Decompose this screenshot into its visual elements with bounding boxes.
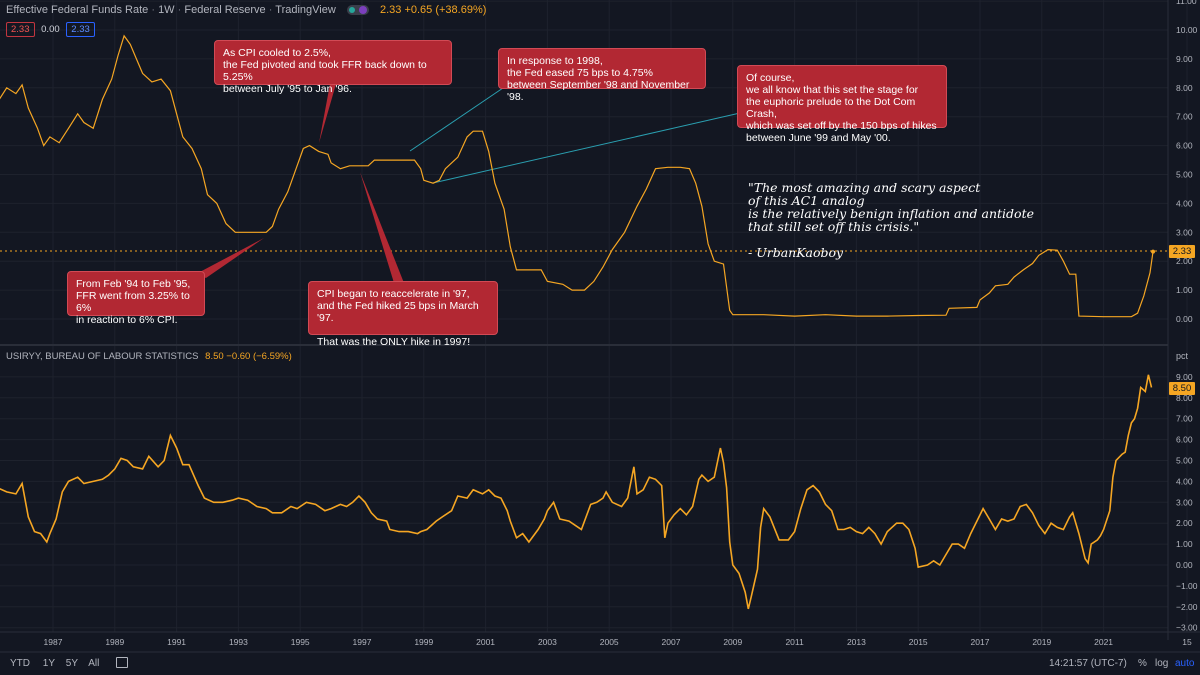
clock[interactable]: 14:21:57 (UTC-7) [1049, 658, 1127, 669]
unit-label: pct [1176, 351, 1189, 361]
range-5y[interactable]: 5Y [65, 658, 79, 670]
y-tick-label: 9.00 [1176, 54, 1193, 64]
platform: TradingView [275, 4, 336, 16]
time-axis-ticks: 1987 1989 1991 1993 1995 1997 1999 2001 2003 2005… [44, 637, 1192, 647]
indicator-values: 2.33 0.00 2.33 [6, 22, 95, 37]
header-price: 2.33 [379, 4, 402, 16]
y-tick-label: 6.00 [1176, 435, 1193, 445]
interval[interactable]: 1W [158, 4, 175, 16]
last-point-marker [1151, 249, 1156, 254]
bottom-series-title[interactable]: USIRYY, BUREAU OF LABOUR STATISTICS [6, 351, 199, 362]
bottom-price: 8.50 [205, 351, 224, 362]
cpi-line [0, 374, 1153, 610]
source: Federal Reserve [184, 4, 266, 16]
top-axis-ticks: 11.00 10.00 9.00 8.00 7.00 6.00 5.00 4.00 3.00 2.… [1176, 0, 1198, 324]
y-tick-label: 6.00 [1176, 141, 1193, 151]
callout-fed-pivot[interactable]: As CPI cooled to 2.5%, the Fed pivoted a… [214, 40, 452, 95]
y-tick-label: 7.00 [1176, 414, 1193, 424]
arrow-c1 [319, 84, 336, 143]
y-tick-label: 5.00 [1176, 170, 1193, 180]
top-gridlines [0, 0, 1188, 632]
x-tick-label: 2011 [785, 637, 804, 647]
top-legend: Effective Federal Funds Rate · 1W · Fede… [6, 4, 487, 16]
value-box-3[interactable]: 2.33 [66, 22, 95, 37]
fed-funds-line [0, 34, 1154, 318]
y-tick-label: 0.00 [1176, 560, 1193, 570]
visibility-toggle-icon[interactable] [346, 5, 369, 16]
x-tick-label: 1991 [167, 637, 186, 647]
arrow-c2 [409, 87, 504, 152]
value-2: 0.00 [41, 24, 60, 35]
bottom-axis-ticks: 9.00 8.00 7.00 6.00 5.00 4.00 3.00 2.00 1.00 0.00… [1176, 372, 1198, 633]
y-tick-label: 4.00 [1176, 198, 1193, 208]
callout-1994-hikes[interactable]: From Feb '94 to Feb '95, FFR went from 3… [67, 271, 205, 326]
x-tick-label: 2005 [600, 637, 619, 647]
top-last-price-box: 2.33 [1169, 245, 1195, 258]
y-tick-label: −1.00 [1176, 581, 1198, 591]
x-tick-label: 1987 [44, 637, 63, 647]
y-tick-label: 4.00 [1176, 476, 1193, 486]
arrow-c5 [360, 172, 404, 283]
x-tick-label: 2001 [476, 637, 495, 647]
x-tick-label: 2015 [909, 637, 928, 647]
x-tick-label: 1999 [414, 637, 433, 647]
log-toggle[interactable]: log [1155, 658, 1169, 669]
y-tick-label: 1.00 [1176, 539, 1193, 549]
x-tick-label: 2021 [1094, 637, 1113, 647]
y-tick-label: 5.00 [1176, 456, 1193, 466]
y-tick-label: 1.00 [1176, 285, 1193, 295]
value-box-1[interactable]: 2.33 [6, 22, 35, 37]
range-1y[interactable]: 1Y [42, 658, 56, 670]
y-tick-label: −3.00 [1176, 623, 1198, 633]
percent-toggle[interactable]: % [1138, 658, 1147, 669]
y-tick-label: 7.00 [1176, 112, 1193, 122]
x-tick-label: 1997 [353, 637, 372, 647]
quote-text: "The most amazing and scary aspect of th… [748, 180, 1034, 260]
x-tick-label: 1995 [291, 637, 310, 647]
x-tick-label: 1993 [229, 637, 248, 647]
range-toolbar: YTD 1Y 5Y All [10, 657, 129, 670]
x-tick-label: 2013 [847, 637, 866, 647]
y-tick-label: 2.00 [1176, 518, 1193, 528]
arrow-c4 [196, 238, 264, 278]
y-tick-label: 3.00 [1176, 497, 1193, 507]
bottom-last-price-box: 8.50 [1169, 382, 1195, 395]
bottom-change: −0.60 (−6.59%) [226, 351, 292, 362]
range-all[interactable]: All [88, 658, 100, 670]
range-ytd[interactable]: YTD [10, 658, 30, 670]
callout-dot-com[interactable]: Of course, we all know that this set the… [737, 65, 947, 144]
callout-1998-easing[interactable]: In response to 1998, the Fed eased 75 bp… [498, 48, 706, 103]
bottom-legend: USIRYY, BUREAU OF LABOUR STATISTICS 8.50… [6, 351, 292, 362]
y-tick-label: 2.00 [1176, 256, 1193, 266]
callout-arrows [196, 84, 741, 283]
x-tick-label: 2009 [723, 637, 742, 647]
arrow-c3 [432, 112, 741, 184]
callout-1997-hike[interactable]: CPI began to reaccelerate in '97, and th… [308, 281, 498, 348]
header-change: +0.65 (+38.69%) [404, 4, 487, 16]
y-tick-label: 0.00 [1176, 314, 1193, 324]
y-tick-label: 10.00 [1176, 25, 1198, 35]
bottom-gridlines [0, 376, 1168, 629]
y-tick-label: 3.00 [1176, 227, 1193, 237]
series-title[interactable]: Effective Federal Funds Rate [6, 4, 149, 16]
auto-toggle[interactable]: auto [1175, 658, 1195, 669]
x-tick-label: 2019 [1032, 637, 1051, 647]
y-tick-label: 11.00 [1176, 0, 1197, 6]
x-tick-label: 2007 [662, 637, 681, 647]
y-tick-label: 9.00 [1176, 372, 1193, 382]
x-tick-label: 2003 [538, 637, 557, 647]
x-tick-label: 2017 [971, 637, 990, 647]
date-range-icon[interactable] [116, 657, 129, 668]
x-tick-label: 1989 [105, 637, 124, 647]
y-tick-label: 8.00 [1176, 393, 1193, 403]
x-tick-label: 15 [1182, 637, 1192, 647]
y-tick-label: 8.00 [1176, 83, 1193, 93]
y-tick-label: −2.00 [1176, 602, 1198, 612]
